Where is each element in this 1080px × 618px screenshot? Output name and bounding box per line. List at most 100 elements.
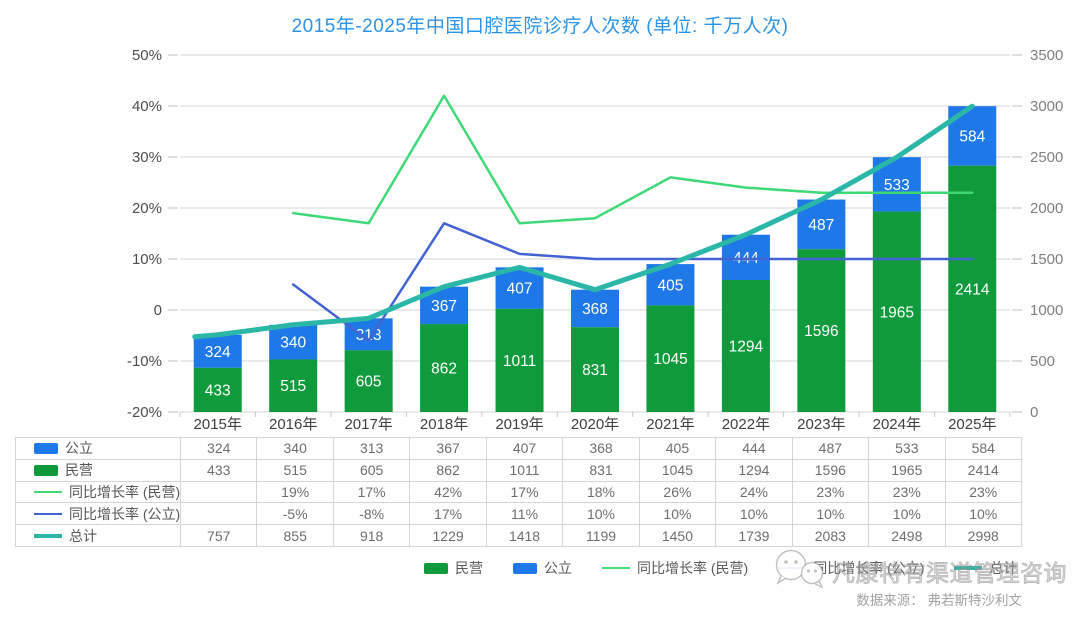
- x-axis-label: 2015年: [194, 416, 242, 433]
- row-label-private: 民营: [16, 458, 181, 481]
- bar-value-label-public: 324: [205, 344, 231, 361]
- legend-item-public: 公立: [513, 558, 572, 578]
- bar-segment-private: [571, 327, 619, 412]
- swatch-bar: [424, 562, 448, 574]
- table-row-growth-public: 同比增长率 (公立) -5% -8% 17% 11% 10% 10% 10% 10% 10% 10%: [16, 502, 1022, 525]
- bar-segment-private: [344, 350, 393, 412]
- swatch-line: [602, 567, 630, 569]
- table-cell: 918: [333, 524, 411, 546]
- table-cell: 2998: [945, 524, 1022, 546]
- bar-segment-public: [269, 324, 318, 360]
- bar-segment-private: [872, 211, 921, 412]
- row-label-growth-private: 同比增长率 (民营): [16, 480, 181, 503]
- table-cell: 444: [716, 437, 793, 459]
- legend-label: 总计: [989, 560, 1018, 576]
- table-cell: [181, 480, 258, 503]
- swatch-line: [954, 566, 983, 570]
- legend-label: 同比增长率 (公立): [813, 560, 925, 576]
- swatch-line: [34, 533, 62, 538]
- row-label-public: 公立: [16, 437, 181, 459]
- table-cell: 23%: [792, 480, 870, 503]
- table-cell: 1596: [792, 458, 870, 481]
- x-axis-label: 2022年: [722, 416, 770, 433]
- table-cell: [181, 502, 258, 525]
- table-cell: 340: [257, 437, 334, 459]
- x-axis-label: 2025年: [948, 416, 996, 433]
- table-cell: 10%: [639, 502, 717, 525]
- left-axis-tick-label: 10%: [132, 251, 162, 268]
- bar-segment-public: [193, 334, 242, 368]
- x-axis-label: 2023年: [797, 416, 845, 433]
- bar-value-label-private: 831: [582, 362, 608, 379]
- bar-value-label-private: 515: [280, 378, 306, 395]
- table-cell: 855: [257, 524, 334, 546]
- bar-value-label-private: 1294: [729, 339, 764, 356]
- table-cell: 515: [257, 458, 334, 481]
- bar-segment-public: [344, 318, 393, 351]
- combo-chart: 50% 3500 40% 3000 30% 2500 20% 2000 10% 1500 0 1000…: [127, 47, 1063, 433]
- swatch-bar: [34, 464, 58, 476]
- swatch-line: [34, 490, 62, 493]
- table-cell: 18%: [563, 480, 640, 503]
- swatch-bar: [34, 442, 58, 454]
- row-label-text: 同比增长率 (公立): [69, 505, 181, 522]
- table-cell: 862: [410, 458, 487, 481]
- table-cell: 23%: [869, 480, 946, 503]
- table-cell: 831: [563, 458, 640, 481]
- left-axis-tick-label: 30%: [132, 149, 162, 166]
- table-cell: 605: [333, 458, 411, 481]
- table-cell: 19%: [257, 480, 334, 503]
- row-label-total: 总计: [16, 524, 181, 546]
- table-cell: 2498: [869, 524, 946, 546]
- row-label-text: 民营: [65, 462, 93, 479]
- table-cell: -8%: [333, 502, 411, 525]
- right-axis-tick-label: 1000: [1030, 302, 1063, 319]
- swatch-line: [34, 512, 62, 515]
- bar-segment-public: [571, 289, 619, 328]
- swatch-bar: [513, 562, 537, 574]
- table-cell: 2414: [945, 458, 1022, 481]
- series-line-total: [192, 103, 975, 340]
- right-axis-tick-label: 0: [1030, 404, 1038, 421]
- right-axis-tick-label: 3500: [1030, 47, 1063, 64]
- table-cell: 1045: [639, 458, 717, 481]
- table-cell: 407: [486, 437, 564, 459]
- bar-value-label-private: 862: [431, 361, 457, 378]
- bar-segment-private: [495, 308, 544, 412]
- legend-item-total: 总计: [954, 558, 1017, 578]
- row-label-text: 公立: [65, 440, 93, 457]
- series-line-growth-public: [291, 222, 974, 342]
- table-row-public: 公立 324 340 313 367 407 368 405 444 487 533 584: [16, 437, 1022, 459]
- legend-item-growth-public: 同比增长率 (公立): [778, 558, 924, 578]
- legend-item-private: 民营: [424, 558, 483, 578]
- bar-value-label-public: 487: [808, 217, 834, 234]
- table-cell: 2083: [792, 524, 870, 546]
- table-cell: 23%: [945, 480, 1022, 503]
- table-cell: 487: [792, 437, 870, 459]
- table-cell: 368: [563, 437, 640, 459]
- left-axis-tick-label: -20%: [127, 404, 162, 421]
- bar-segment-private: [797, 249, 846, 412]
- swatch-line: [778, 567, 807, 569]
- legend-item-growth-private: 同比增长率 (民营): [602, 558, 748, 578]
- table-cell: 42%: [410, 480, 487, 503]
- bar-value-label-private: 1045: [653, 351, 687, 368]
- bar-segment-private: [269, 359, 318, 412]
- right-axis-tick-label: 1500: [1030, 251, 1063, 268]
- table-cell: 313: [333, 437, 411, 459]
- table-cell: 17%: [333, 480, 411, 503]
- table-cell: 405: [639, 437, 717, 459]
- bar-segment-private: [646, 305, 695, 412]
- bar-value-label-private: 433: [205, 382, 231, 399]
- table-cell: 11%: [486, 502, 564, 525]
- left-axis-tick-label: -10%: [127, 353, 162, 370]
- bar-value-label-public: 407: [507, 281, 533, 298]
- row-label-growth-public: 同比增长率 (公立): [16, 502, 181, 525]
- x-axis-label: 2017年: [344, 416, 392, 433]
- bar-value-label-public: 367: [431, 298, 457, 315]
- table-cell: 10%: [563, 502, 640, 525]
- table-cell: 1739: [716, 524, 793, 546]
- bar-value-label-public: 405: [658, 277, 684, 294]
- table-row-private: 民营 433 515 605 862 1011 831 1045 1294 1596 1965 241…: [16, 458, 1022, 481]
